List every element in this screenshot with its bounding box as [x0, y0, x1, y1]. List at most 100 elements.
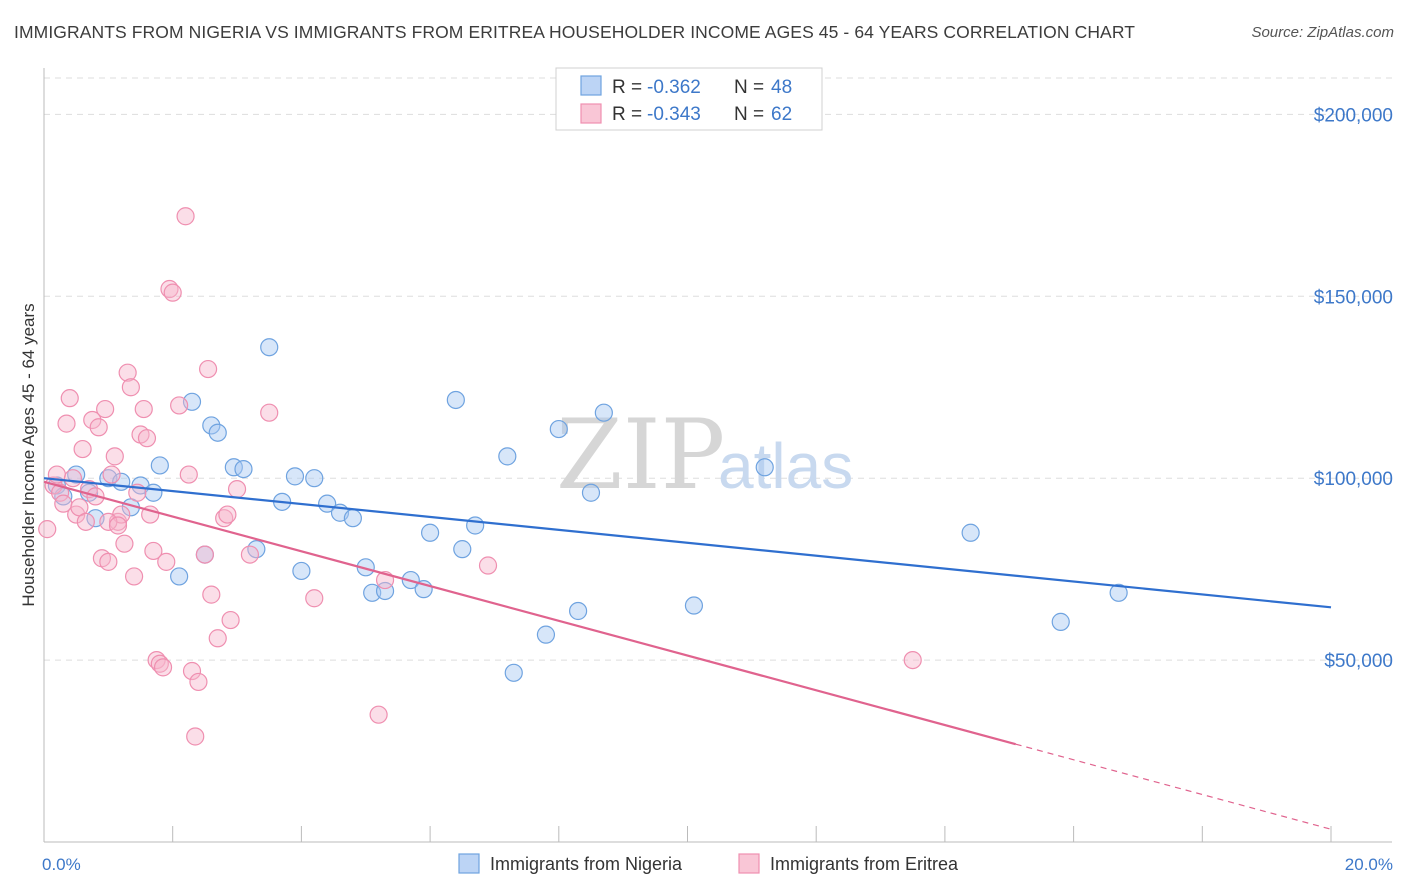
point-nigeria — [305, 469, 324, 488]
point-nigeria — [498, 447, 517, 466]
trendline-eritrea-extension — [1015, 743, 1332, 830]
point-nigeria — [453, 540, 472, 559]
point-eritrea — [38, 520, 57, 539]
point-eritrea — [118, 363, 137, 382]
point-nigeria — [961, 523, 980, 542]
point-nigeria — [1051, 612, 1070, 631]
watermark: ZIP atlas — [556, 399, 853, 511]
point-eritrea — [369, 705, 388, 724]
point-eritrea — [60, 389, 79, 408]
point-eritrea — [478, 556, 498, 575]
legend-n-value-eritrea: 62 — [771, 104, 792, 125]
point-eritrea — [182, 661, 202, 681]
point-eritrea — [195, 545, 214, 564]
point-eritrea — [57, 414, 76, 433]
legend-r-value-eritrea: -0.343 — [647, 104, 701, 125]
point-eritrea — [305, 589, 324, 608]
point-nigeria — [421, 523, 440, 542]
point-eritrea — [121, 378, 140, 397]
point-eritrea — [198, 359, 218, 379]
point-nigeria — [260, 338, 279, 357]
point-eritrea — [99, 552, 118, 571]
point-eritrea — [227, 480, 247, 499]
watermark-zip: ZIP — [556, 399, 725, 511]
point-eritrea — [63, 469, 83, 488]
trend-lines — [43, 477, 1332, 830]
y-tick-labels: $50,000 $100,000 $150,000 $200,000 — [1314, 105, 1393, 672]
source-label: Source: ZipAtlas.com — [1251, 24, 1394, 41]
legend-n-label-nigeria: N = — [734, 77, 764, 98]
y-tick-label: $150,000 — [1314, 287, 1393, 308]
point-nigeria — [202, 416, 221, 435]
bottom-legend: Immigrants from Nigeria Immigrants from … — [458, 853, 959, 874]
point-eritrea — [89, 418, 108, 437]
point-eritrea — [124, 567, 144, 586]
point-eritrea — [208, 629, 227, 648]
point-nigeria — [343, 509, 362, 528]
point-nigeria — [684, 596, 704, 615]
x-tick-labels: 0.0% 20.0% — [42, 855, 1393, 874]
bottom-legend-swatch-nigeria — [458, 853, 480, 874]
point-nigeria — [755, 458, 774, 477]
y-tick-label: $200,000 — [1314, 105, 1393, 126]
point-nigeria — [292, 561, 311, 581]
watermark-atlas: atlas — [718, 430, 853, 502]
y-tick-label: $50,000 — [1324, 651, 1393, 672]
point-eritrea — [137, 429, 157, 448]
axes — [43, 68, 1392, 843]
point-eritrea — [179, 465, 198, 484]
bottom-legend-swatch-eritrea — [738, 853, 760, 874]
point-nigeria — [234, 459, 253, 479]
point-nigeria — [504, 663, 523, 682]
point-eritrea — [186, 727, 205, 746]
chart-title: IMMIGRANTS FROM NIGERIA VS IMMIGRANTS FR… — [14, 22, 1136, 42]
point-nigeria — [466, 516, 485, 535]
point-eritrea — [108, 516, 128, 535]
point-eritrea — [50, 483, 70, 502]
legend-r-label-nigeria: R = — [612, 77, 642, 98]
point-eritrea — [218, 505, 237, 524]
point-eritrea — [102, 465, 121, 484]
point-nigeria — [150, 456, 169, 475]
legend-r-value-nigeria: -0.362 — [647, 77, 701, 98]
trendline-eritrea — [43, 480, 1016, 746]
point-nigeria — [581, 483, 601, 502]
point-eritrea — [176, 207, 195, 226]
point-eritrea — [115, 534, 134, 553]
point-eritrea — [153, 658, 173, 677]
point-nigeria — [569, 601, 588, 621]
point-nigeria — [170, 567, 189, 586]
point-eritrea — [903, 650, 922, 670]
point-nigeria — [446, 390, 465, 410]
bottom-legend-label-nigeria: Immigrants from Nigeria — [490, 854, 683, 874]
point-eritrea — [163, 283, 182, 302]
point-eritrea — [221, 610, 240, 630]
y-tick-label: $100,000 — [1314, 469, 1393, 490]
point-nigeria — [536, 625, 556, 644]
point-eritrea — [96, 399, 115, 419]
point-eritrea — [83, 410, 102, 430]
point-eritrea — [157, 552, 176, 571]
point-eritrea — [240, 545, 260, 564]
point-nigeria — [594, 403, 613, 422]
y-axis-label: Householder Income Ages 45 - 64 years — [19, 303, 38, 606]
point-eritrea — [73, 439, 92, 459]
legend-swatch-eritrea — [580, 103, 602, 124]
point-nigeria — [285, 467, 305, 486]
legend-n-label-eritrea: N = — [734, 104, 764, 125]
point-eritrea — [99, 512, 118, 531]
x-tick-label-min: 0.0% — [42, 855, 81, 874]
point-eritrea — [170, 396, 189, 415]
point-nigeria — [375, 581, 395, 601]
bottom-legend-label-eritrea: Immigrants from Eritrea — [770, 854, 959, 874]
point-eritrea — [260, 403, 279, 422]
point-eritrea — [105, 447, 124, 466]
trendline-nigeria — [43, 477, 1332, 609]
point-nigeria — [144, 483, 163, 502]
x-tick-label-max: 20.0% — [1345, 855, 1393, 874]
point-eritrea — [134, 399, 153, 419]
point-nigeria — [549, 419, 568, 439]
point-eritrea — [76, 512, 95, 531]
point-eritrea — [189, 672, 208, 692]
